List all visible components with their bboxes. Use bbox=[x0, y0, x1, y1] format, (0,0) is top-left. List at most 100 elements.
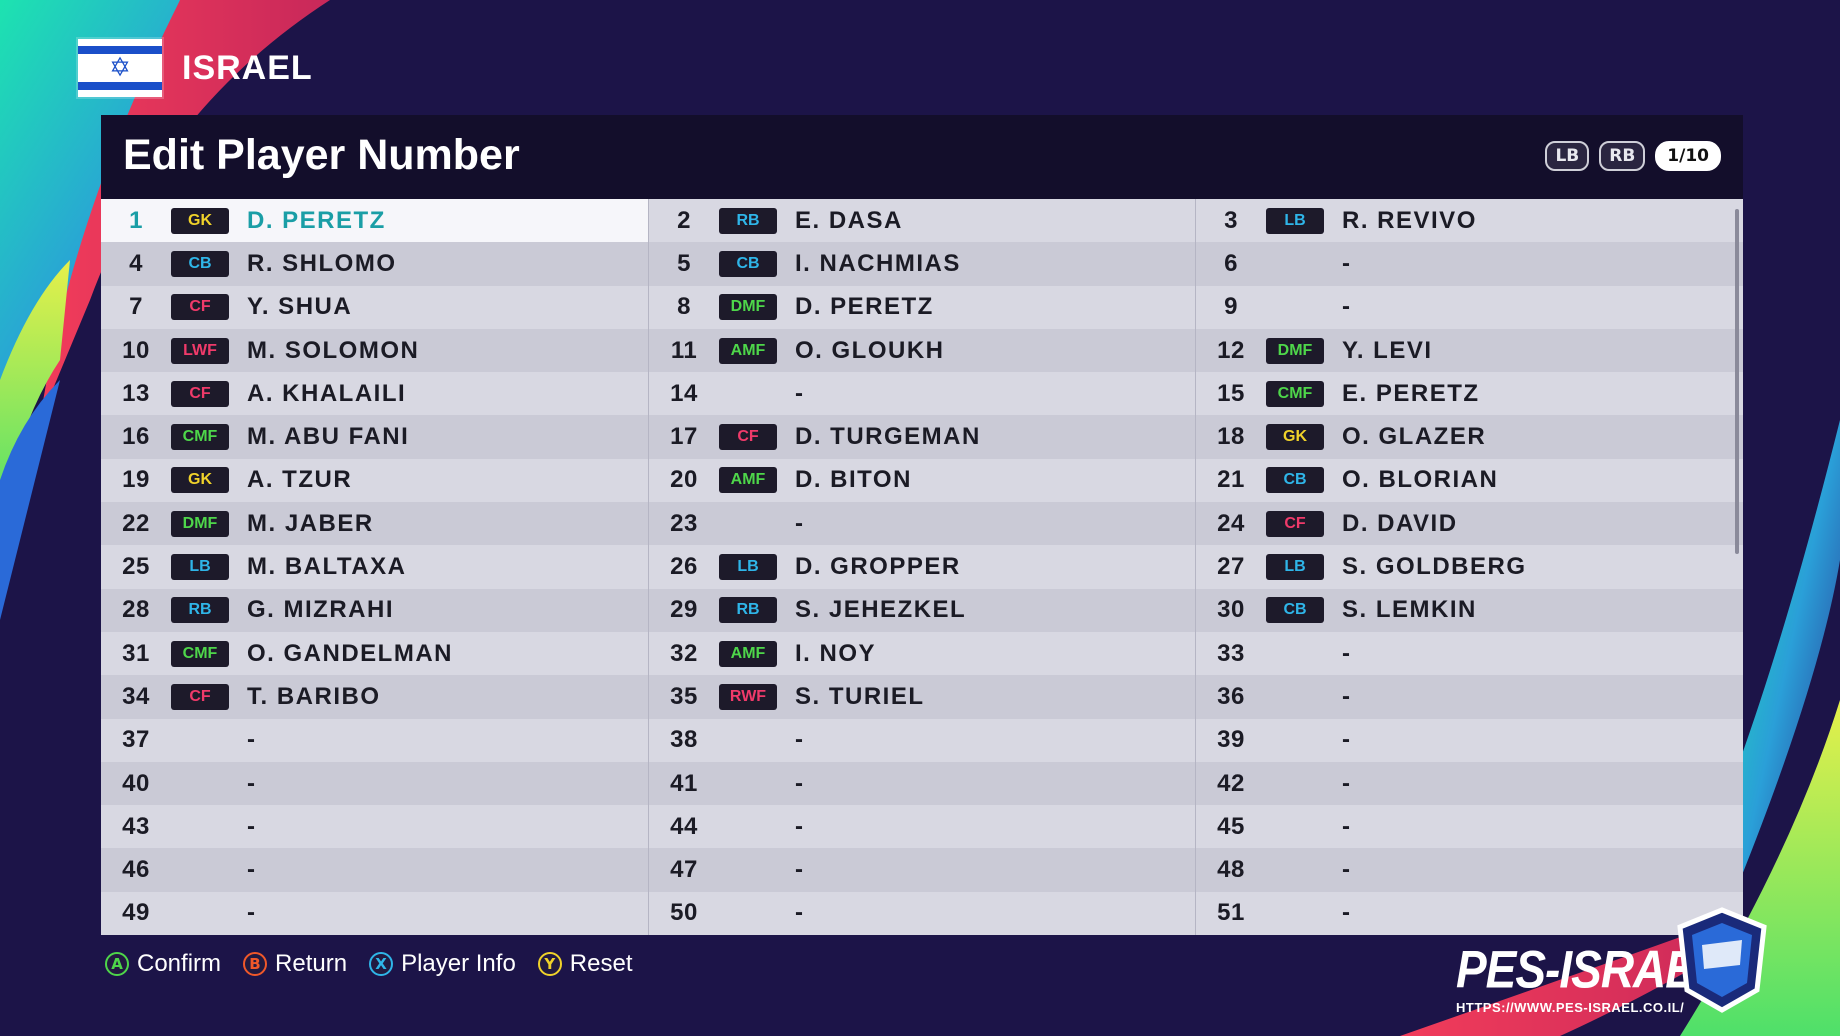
position-slot bbox=[1266, 684, 1324, 710]
player-slot[interactable]: 28 RB G. MIZRAHI bbox=[101, 588, 648, 632]
position-slot: CMF bbox=[1266, 380, 1324, 407]
shirt-number: 5 bbox=[677, 249, 691, 277]
player-slot[interactable]: 35 RWF S. TURIEL bbox=[648, 675, 1195, 719]
player-slot[interactable]: 27 LB S. GOLDBERG bbox=[1195, 545, 1743, 589]
position-badge: CMF bbox=[171, 640, 229, 667]
player-name: A. KHALAILI bbox=[247, 379, 407, 407]
hint-confirm[interactable]: A Confirm bbox=[105, 950, 221, 978]
shirt-number: 39 bbox=[1217, 726, 1245, 754]
hint-return[interactable]: B Return bbox=[243, 950, 347, 978]
position-slot: GK bbox=[171, 467, 229, 494]
player-slot[interactable]: 10 LWF M. SOLOMON bbox=[101, 328, 648, 373]
position-slot: CF bbox=[719, 424, 777, 451]
player-slot[interactable]: 17 CF D. TURGEMAN bbox=[648, 415, 1195, 459]
player-slot[interactable]: 50 - bbox=[648, 891, 1195, 936]
player-name: Y. SHUA bbox=[247, 293, 353, 321]
hint-player-info[interactable]: X Player Info bbox=[369, 950, 516, 978]
button-a-icon: A bbox=[105, 952, 129, 976]
player-name: - bbox=[1342, 293, 1352, 321]
player-slot[interactable]: 7 CF Y. SHUA bbox=[101, 285, 648, 329]
page-indicator: 1/10 bbox=[1655, 141, 1721, 171]
player-slot[interactable]: 5 CB I. NACHMIAS bbox=[648, 242, 1195, 286]
position-badge: LB bbox=[1266, 554, 1324, 581]
player-name: D. BITON bbox=[795, 466, 912, 494]
player-slot[interactable]: 36 - bbox=[1195, 675, 1743, 719]
player-slot[interactable]: 6- bbox=[1195, 242, 1743, 286]
player-slot[interactable]: 25 LB M. BALTAXA bbox=[101, 545, 648, 589]
position-slot: CB bbox=[719, 250, 777, 277]
player-slot[interactable]: 43 - bbox=[101, 805, 648, 849]
position-slot bbox=[171, 857, 229, 883]
player-slot[interactable]: 3 LB R. REVIVO bbox=[1195, 199, 1743, 243]
player-slot[interactable]: 41 - bbox=[648, 761, 1195, 806]
hint-reset[interactable]: Y Reset bbox=[537, 950, 633, 978]
position-slot: AMF bbox=[719, 337, 777, 364]
player-slot[interactable]: 29 RB S. JEHEZKEL bbox=[648, 588, 1195, 632]
player-name: O. GLAZER bbox=[1342, 423, 1487, 451]
player-name: O. GANDELMAN bbox=[247, 639, 453, 667]
player-slot[interactable]: 42 - bbox=[1195, 761, 1743, 806]
player-slot[interactable]: 20 AMF D. BITON bbox=[648, 458, 1195, 503]
player-slot[interactable]: 34 CF T. BARIBO bbox=[101, 675, 648, 719]
scrollbar[interactable] bbox=[1735, 209, 1739, 554]
player-slot[interactable]: 26 LB D. GROPPER bbox=[648, 545, 1195, 589]
player-slot[interactable]: 44 - bbox=[648, 805, 1195, 849]
lb-shoulder-button[interactable]: LB bbox=[1545, 141, 1590, 171]
player-slot[interactable]: 23 - bbox=[648, 502, 1195, 546]
shirt-number: 37 bbox=[122, 726, 150, 754]
player-slot[interactable]: 4 CB R. SHLOMO bbox=[101, 242, 648, 286]
player-slot[interactable]: 18 GK O. GLAZER bbox=[1195, 415, 1743, 459]
player-name: E. DASA bbox=[795, 206, 903, 234]
player-slot[interactable]: 32 AMF I. NOY bbox=[648, 631, 1195, 676]
player-slot[interactable]: 47 - bbox=[648, 848, 1195, 892]
position-slot: RB bbox=[719, 597, 777, 624]
position-slot: CF bbox=[171, 683, 229, 710]
player-slot[interactable]: 45 - bbox=[1195, 805, 1743, 849]
position-slot: CF bbox=[1266, 510, 1324, 537]
position-badge: AMF bbox=[719, 337, 777, 364]
player-slot[interactable]: 30 CB S. LEMKIN bbox=[1195, 588, 1743, 632]
shirt-number: 34 bbox=[122, 682, 150, 710]
player-slot[interactable]: 14 - bbox=[648, 372, 1195, 416]
player-slot[interactable]: 16 CMF M. ABU FANI bbox=[101, 415, 648, 459]
player-slot[interactable]: 31 CMF O. GANDELMAN bbox=[101, 631, 648, 676]
player-slot[interactable]: 40 - bbox=[101, 761, 648, 806]
player-slot[interactable]: 15 CMF E. PERETZ bbox=[1195, 372, 1743, 416]
position-badge: CF bbox=[171, 294, 229, 321]
position-badge: LB bbox=[719, 554, 777, 581]
player-slot[interactable]: 21 CB O. BLORIAN bbox=[1195, 458, 1743, 503]
player-slot[interactable]: 8 DMF D. PERETZ bbox=[648, 285, 1195, 329]
player-slot[interactable]: 13 CF A. KHALAILI bbox=[101, 372, 648, 416]
player-slot[interactable]: 39 - bbox=[1195, 718, 1743, 762]
position-badge: LB bbox=[171, 554, 229, 581]
shirt-number: 22 bbox=[122, 509, 150, 537]
position-badge: CF bbox=[171, 380, 229, 407]
shirt-number: 41 bbox=[670, 769, 698, 797]
player-name: A. TZUR bbox=[247, 466, 353, 494]
position-slot bbox=[1266, 727, 1324, 753]
player-slot[interactable]: 33 - bbox=[1195, 631, 1743, 676]
player-slot[interactable]: 24 CF D. DAVID bbox=[1195, 502, 1743, 546]
shirt-number: 14 bbox=[670, 379, 698, 407]
player-slot[interactable]: 51 - bbox=[1195, 891, 1743, 936]
player-slot[interactable]: 46 - bbox=[101, 848, 648, 892]
player-slot[interactable]: 37 - bbox=[101, 718, 648, 762]
player-slot[interactable]: 9- bbox=[1195, 285, 1743, 329]
rb-shoulder-button[interactable]: RB bbox=[1599, 141, 1646, 171]
shirt-number: 24 bbox=[1217, 509, 1245, 537]
player-name: G. MIZRAHI bbox=[247, 596, 394, 624]
position-badge: DMF bbox=[171, 510, 229, 537]
shirt-number: 21 bbox=[1217, 466, 1245, 494]
player-slot[interactable]: 19 GK A. TZUR bbox=[101, 458, 648, 503]
player-slot[interactable]: 11 AMF O. GLOUKH bbox=[648, 328, 1195, 373]
player-slot[interactable]: 22 DMF M. JABER bbox=[101, 502, 648, 546]
player-slot[interactable]: 49 - bbox=[101, 891, 648, 936]
player-slot[interactable]: 48 - bbox=[1195, 848, 1743, 892]
player-slot[interactable]: 2 RB E. DASA bbox=[648, 199, 1195, 243]
shirt-number: 48 bbox=[1217, 856, 1245, 884]
player-slot[interactable]: 38 - bbox=[648, 718, 1195, 762]
player-slot[interactable]: 1 GK D. PERETZ bbox=[101, 199, 648, 243]
hint-label: Confirm bbox=[137, 950, 222, 977]
player-name: - bbox=[795, 726, 805, 754]
player-slot[interactable]: 12 DMF Y. LEVI bbox=[1195, 328, 1743, 373]
